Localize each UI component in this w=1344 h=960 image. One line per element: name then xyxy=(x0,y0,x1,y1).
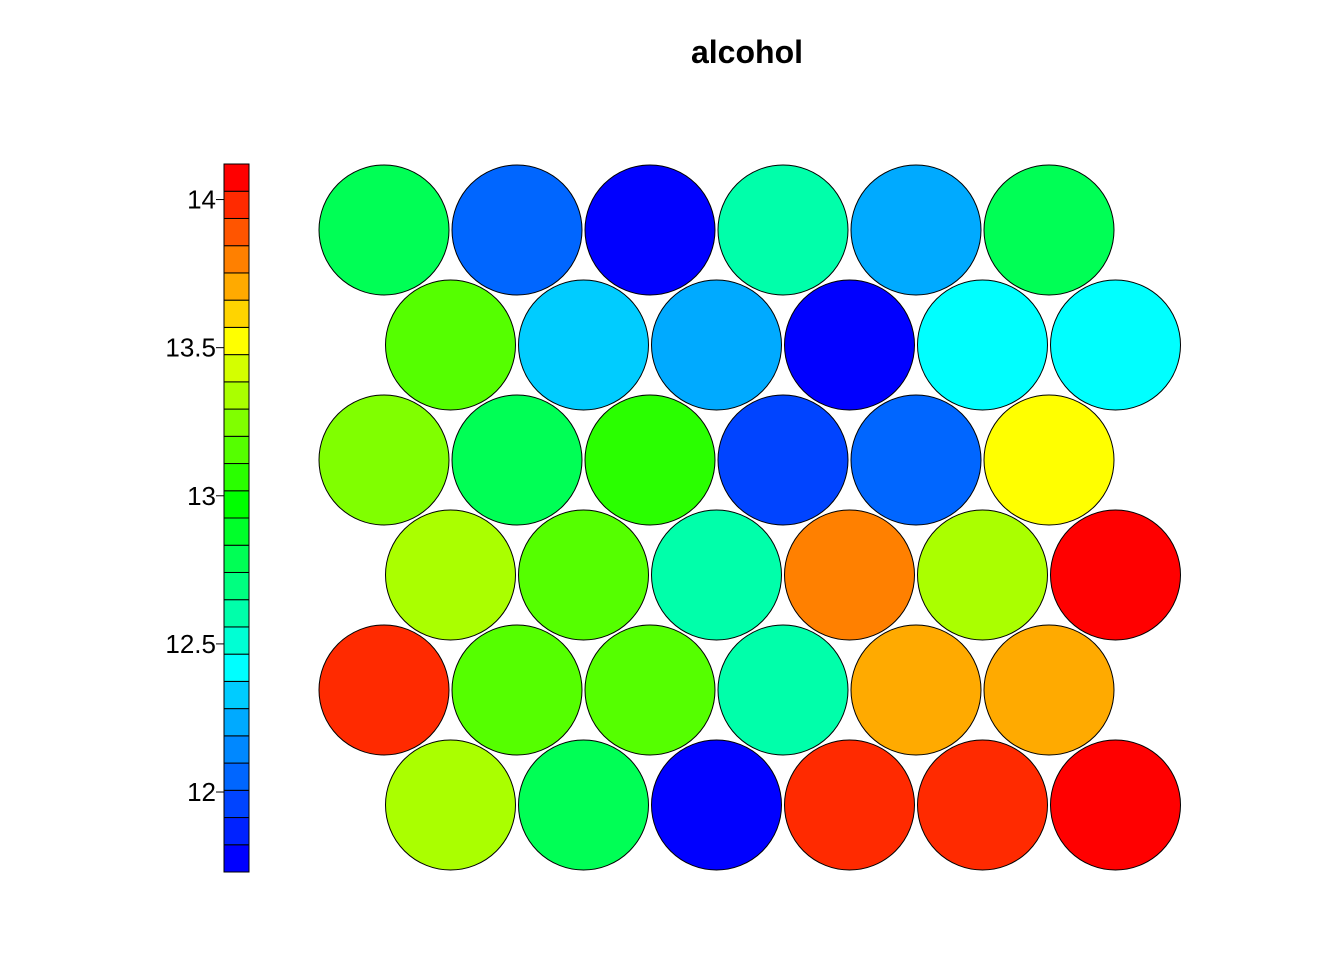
som-node: 12.55 xyxy=(651,509,782,641)
som-node: 13.04 xyxy=(584,624,716,756)
color-scale-bin xyxy=(223,217,250,247)
som-node: 13.69 xyxy=(850,624,982,756)
som-node: 13.69 xyxy=(983,624,1115,756)
som-node: 12.55 xyxy=(717,624,849,756)
som-node: 12.38 xyxy=(518,279,649,411)
color-scale-bin xyxy=(223,163,250,192)
som-node: 11.84 xyxy=(717,394,849,526)
som-node: 12.85 xyxy=(451,394,583,526)
chart-title: alcohol xyxy=(691,34,803,70)
som-node: 12.45 xyxy=(917,279,1048,411)
som-node: 11.75 xyxy=(784,279,915,411)
som-node: 13.04 xyxy=(518,509,649,641)
color-scale-bin xyxy=(223,435,250,465)
som-node: 11.93 xyxy=(850,394,982,526)
color-scale-bin xyxy=(223,190,250,219)
color-scale-ticks: 12 12.5 13 13.5 14 xyxy=(165,185,224,807)
som-node: 13.86 xyxy=(784,509,915,641)
som-node: 14.05 xyxy=(1050,509,1181,641)
som-node-row: 13.0412.3812.0711.7512.4512.45 xyxy=(385,279,1181,411)
color-scale-bin xyxy=(223,544,250,573)
color-scale-bin xyxy=(223,789,250,819)
color-scale-bin xyxy=(223,299,250,328)
color-scale-bin xyxy=(223,517,250,546)
color-scale-bin xyxy=(223,680,250,710)
color-scale-bin xyxy=(223,599,250,628)
color-scale-bin xyxy=(223,708,250,737)
som-node: 12.85 xyxy=(518,739,649,871)
color-scale-tick-label: 13.5 xyxy=(165,333,216,363)
som-node: 12.55 xyxy=(717,164,849,296)
color-scale-tick-label: 12.5 xyxy=(165,629,216,659)
color-scale-bin xyxy=(223,626,250,655)
som-node: 13.32 xyxy=(917,509,1048,641)
som-node: 12.96 xyxy=(584,394,716,526)
som-node: 12.85 xyxy=(318,164,450,296)
som-node: 13.13 xyxy=(318,394,450,526)
som-node-row: 13.9613.0413.0412.5513.6913.69 xyxy=(318,624,1115,756)
color-scale-bin xyxy=(223,571,250,601)
som-node: 11.75 xyxy=(651,739,782,871)
som-node: 13.96 xyxy=(784,739,915,871)
color-scale-bin xyxy=(223,381,250,410)
color-scale-tick-label: 12 xyxy=(187,777,216,807)
som-node: 12.85 xyxy=(983,164,1115,296)
som-node: 13.96 xyxy=(318,624,450,756)
som-node: 13.04 xyxy=(385,279,516,411)
color-scale-tick-label: 14 xyxy=(187,185,216,215)
som-node: 13.5 xyxy=(983,394,1115,526)
som-node: 14.05 xyxy=(1050,739,1181,871)
som-node: 13.32 xyxy=(385,739,516,871)
som-node-row: 13.3212.8511.7513.9613.9614.05 xyxy=(385,739,1181,871)
som-node: 13.32 xyxy=(385,509,516,641)
som-node-row: 12.8511.9311.7512.5512.0712.85 xyxy=(318,164,1115,296)
color-scale-legend xyxy=(223,163,250,873)
color-scale-bin xyxy=(223,490,250,519)
color-scale-bin xyxy=(223,326,250,356)
color-scale-bin xyxy=(223,653,250,682)
color-scale-bin xyxy=(223,735,250,764)
color-scale-bin xyxy=(223,272,250,301)
som-node: 12.07 xyxy=(850,164,982,296)
som-node: 12.07 xyxy=(651,279,782,411)
color-scale-bin xyxy=(223,762,250,791)
som-node-row: 13.1312.8512.9611.8411.9313.5 xyxy=(318,394,1115,526)
color-scale-bin xyxy=(223,844,250,873)
color-scale-bin xyxy=(223,408,250,437)
color-scale-bin xyxy=(223,463,250,492)
som-node: 11.75 xyxy=(584,164,716,296)
som-node: 12.45 xyxy=(1050,279,1181,411)
som-node-row: 13.3213.0412.5513.8613.3214.05 xyxy=(385,509,1181,641)
color-scale-bin xyxy=(223,354,250,383)
som-node: 13.04 xyxy=(451,624,583,756)
som-node: 11.93 xyxy=(451,164,583,296)
color-scale-tick-label: 13 xyxy=(187,481,216,511)
color-scale-bin xyxy=(223,817,250,846)
som-node: 13.96 xyxy=(917,739,1048,871)
som-node-grid: 12.8511.9311.7512.5512.0712.8513.0412.38… xyxy=(318,164,1181,871)
color-scale-bin xyxy=(223,245,250,274)
